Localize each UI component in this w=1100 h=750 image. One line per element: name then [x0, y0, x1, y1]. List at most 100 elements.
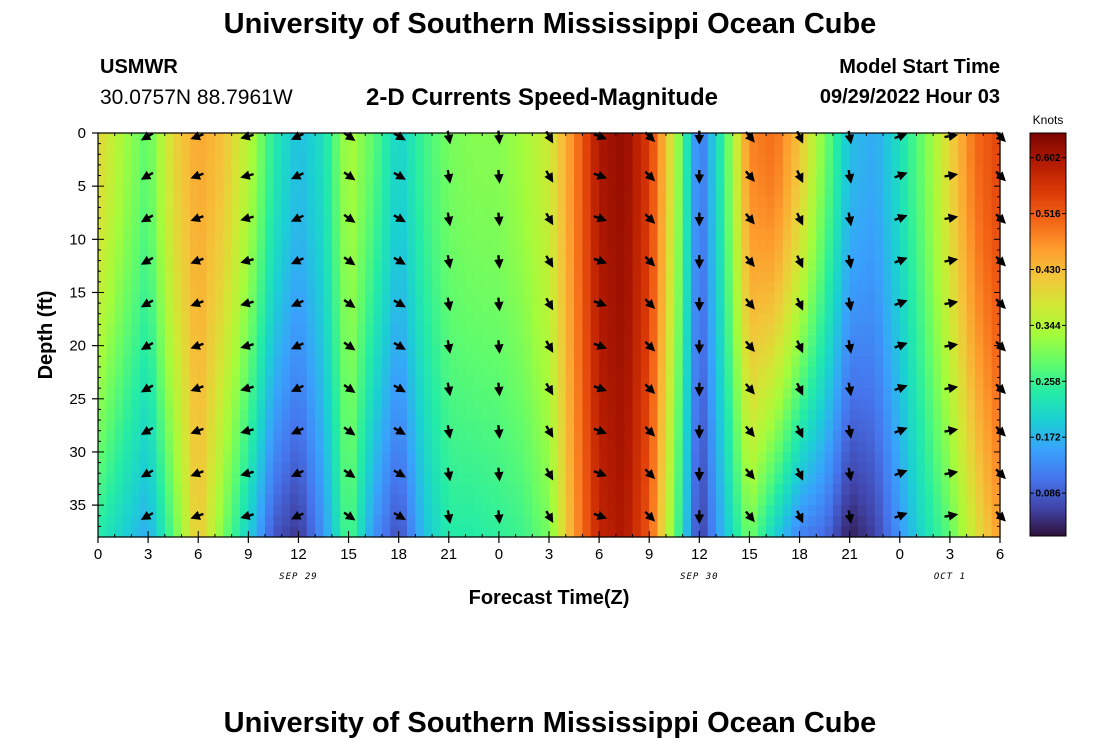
heatmap-cell: [891, 271, 901, 283]
heatmap-cell: [615, 292, 625, 304]
heatmap-cell: [941, 494, 951, 506]
heatmap-cell: [181, 249, 191, 262]
current-vector-arrow: [593, 340, 608, 350]
heatmap-cell: [766, 228, 776, 240]
current-vector-arrow: [894, 341, 908, 351]
heatmap-cell: [874, 281, 884, 294]
heatmap-cell: [933, 303, 943, 315]
heatmap-cell: [974, 133, 984, 145]
heatmap-cell: [565, 186, 575, 198]
heatmap-cell: [482, 207, 492, 219]
heatmap-cell: [465, 494, 475, 506]
heatmap-cell: [849, 249, 859, 262]
heatmap-cell: [782, 398, 792, 411]
heatmap-cell: [816, 196, 826, 209]
heatmap-cell: [799, 345, 809, 357]
heatmap-cell: [340, 324, 350, 336]
heatmap-cell: [256, 143, 266, 155]
heatmap-cell: [148, 430, 158, 442]
heatmap-cell: [315, 324, 325, 336]
heatmap-cell: [457, 133, 467, 145]
heatmap-cell: [974, 218, 984, 230]
heatmap-cell: [983, 441, 993, 453]
heatmap-cell: [791, 207, 801, 219]
heatmap-cell: [315, 239, 325, 251]
heatmap-cell: [465, 303, 475, 315]
heatmap-cell: [139, 324, 149, 336]
heatmap-cell: [716, 398, 725, 411]
heatmap-cell: [549, 483, 558, 496]
y-tick-label: 25: [69, 391, 86, 408]
heatmap-cell: [256, 175, 266, 187]
heatmap-cell: [306, 366, 316, 379]
heatmap-cell: [716, 175, 725, 187]
heatmap-cell: [690, 271, 700, 283]
heatmap-cell: [373, 483, 383, 496]
heatmap-cell: [398, 260, 408, 272]
heatmap-cell: [582, 335, 592, 347]
heatmap-cell: [891, 388, 901, 400]
heatmap-cell: [532, 218, 542, 230]
heatmap-cell: [290, 515, 300, 527]
heatmap-cell: [331, 164, 341, 177]
heatmap-cell: [557, 249, 567, 262]
heatmap-cell: [156, 281, 166, 294]
heatmap-cell: [532, 143, 542, 155]
heatmap-cell: [348, 441, 358, 453]
heatmap-cell: [816, 377, 826, 389]
heatmap-cell: [891, 366, 901, 379]
heatmap-cell: [966, 143, 976, 155]
heatmap-cell: [799, 164, 809, 177]
heatmap-cell: [649, 505, 659, 517]
heatmap-cell: [949, 356, 959, 368]
heatmap-cell: [281, 324, 291, 336]
heatmap-cell: [866, 462, 876, 474]
heatmap-cell: [281, 483, 291, 496]
heatmap-cell: [123, 388, 133, 400]
heatmap-cell: [356, 398, 366, 411]
heatmap-cell: [114, 186, 124, 198]
heatmap-cell: [933, 515, 943, 527]
heatmap-cell: [774, 324, 784, 336]
heatmap-cell: [791, 164, 801, 177]
heatmap-cell: [323, 303, 333, 315]
heatmap-cell: [574, 420, 584, 432]
heatmap-cell: [774, 281, 784, 294]
heatmap-cell: [381, 398, 391, 411]
heatmap-cell: [707, 483, 717, 496]
heatmap-cell: [858, 388, 867, 400]
heatmap-cell: [473, 249, 483, 262]
heatmap-cell: [106, 324, 116, 336]
heatmap-cell: [131, 239, 141, 251]
heatmap-cell: [356, 430, 366, 442]
heatmap-cell: [590, 218, 600, 230]
heatmap-cell: [164, 260, 174, 272]
heatmap-cell: [891, 239, 901, 251]
heatmap-cell: [214, 462, 224, 474]
heatmap-cell: [983, 228, 993, 240]
heatmap-cell: [131, 398, 141, 411]
heatmap-cell: [423, 292, 433, 304]
heatmap-cell: [858, 515, 867, 527]
heatmap-cell: [173, 377, 183, 389]
heatmap-cell: [173, 249, 183, 262]
heatmap-cell: [807, 441, 817, 453]
heatmap-cell: [465, 260, 475, 272]
heatmap-cell: [457, 430, 467, 442]
heatmap-cell: [532, 281, 542, 294]
heatmap-cell: [615, 462, 625, 474]
heatmap-cell: [774, 186, 784, 198]
heatmap-cell: [331, 473, 341, 485]
heatmap-cell: [515, 186, 525, 198]
heatmap-cell: [139, 154, 149, 166]
heatmap-cell: [991, 228, 1001, 240]
heatmap-cell: [381, 420, 391, 432]
heatmap-cell: [223, 175, 233, 187]
heatmap-cell: [699, 409, 709, 421]
heatmap-cell: [941, 175, 951, 187]
heatmap-cell: [515, 430, 525, 442]
current-vector-arrow: [494, 297, 504, 312]
heatmap-cell: [465, 345, 475, 357]
heatmap-cell: [407, 324, 416, 336]
heatmap-cell: [816, 441, 826, 453]
